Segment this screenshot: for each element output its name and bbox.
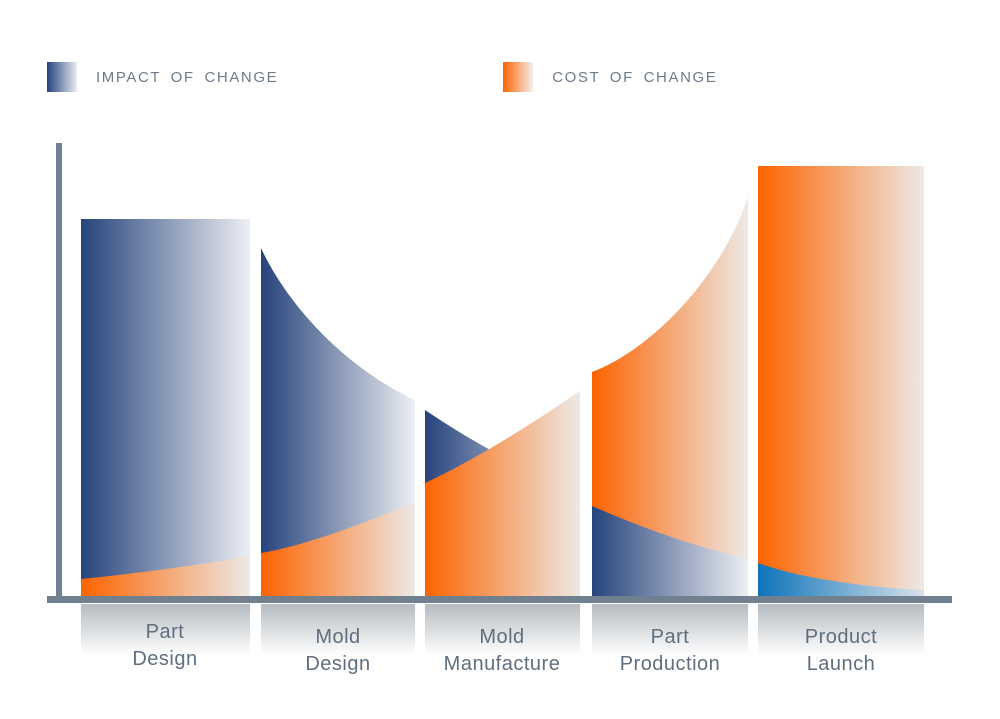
bar-reflection bbox=[81, 604, 250, 662]
bar-product-launch bbox=[758, 166, 924, 596]
bar-mold-design bbox=[261, 248, 415, 596]
legend-label-impact: IMPACT OF CHANGE bbox=[96, 68, 279, 86]
label-line: Part bbox=[650, 626, 690, 648]
bar-part-design bbox=[81, 219, 250, 596]
x-axis-label-mold-manufacture: Mold Manufacture bbox=[392, 624, 612, 678]
bar-mold-manufacture bbox=[425, 391, 580, 596]
label-line: Launch bbox=[806, 653, 876, 675]
impact-area-product-launch bbox=[758, 563, 924, 596]
legend-item-cost: COST OF CHANGE bbox=[503, 62, 717, 92]
cost-area-product-launch bbox=[758, 166, 924, 596]
y-axis-line bbox=[56, 143, 62, 603]
label-line: Product bbox=[804, 626, 878, 648]
impact-gradient-swatch-icon bbox=[47, 62, 77, 92]
legend-label-cost: COST OF CHANGE bbox=[552, 68, 718, 86]
impact-area-part-design bbox=[81, 219, 250, 596]
cost-area-part-production bbox=[592, 197, 748, 596]
label-line: Design bbox=[132, 648, 198, 670]
legend: IMPACT OF CHANGE COST OF CHANGE bbox=[47, 62, 717, 92]
bar-reflection bbox=[758, 604, 924, 662]
impact-area-part-production bbox=[592, 506, 748, 596]
cost-gradient-swatch-icon bbox=[503, 62, 534, 92]
label-line: Mold bbox=[315, 626, 361, 648]
cost-area-part-design bbox=[81, 556, 250, 596]
x-axis-label-product-launch: Product Launch bbox=[731, 624, 951, 678]
cost-area-mold-manufacture bbox=[425, 391, 580, 596]
label-line: Mold bbox=[479, 626, 525, 648]
x-axis-label-mold-design: Mold Design bbox=[228, 624, 448, 678]
x-axis-label-part-design: Part Design bbox=[55, 619, 275, 673]
impact-area-mold-design bbox=[261, 248, 415, 596]
label-line: Part bbox=[145, 621, 185, 643]
label-line: Production bbox=[619, 653, 721, 675]
bar-part-production bbox=[592, 197, 748, 596]
bar-reflection bbox=[261, 604, 415, 662]
label-line: Manufacture bbox=[443, 653, 561, 675]
bar-reflection bbox=[425, 604, 580, 662]
legend-item-impact: IMPACT OF CHANGE bbox=[47, 62, 278, 92]
label-line: Design bbox=[305, 653, 371, 675]
cost-area-mold-design bbox=[261, 503, 415, 596]
x-axis-line bbox=[47, 596, 952, 603]
x-axis-label-part-production: Part Production bbox=[560, 624, 780, 678]
bar-reflection bbox=[592, 604, 748, 662]
